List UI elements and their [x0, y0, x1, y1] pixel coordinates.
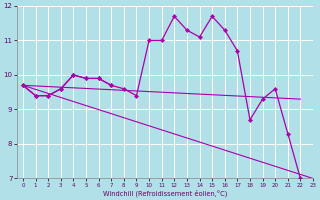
X-axis label: Windchill (Refroidissement éolien,°C): Windchill (Refroidissement éolien,°C)	[103, 189, 227, 197]
